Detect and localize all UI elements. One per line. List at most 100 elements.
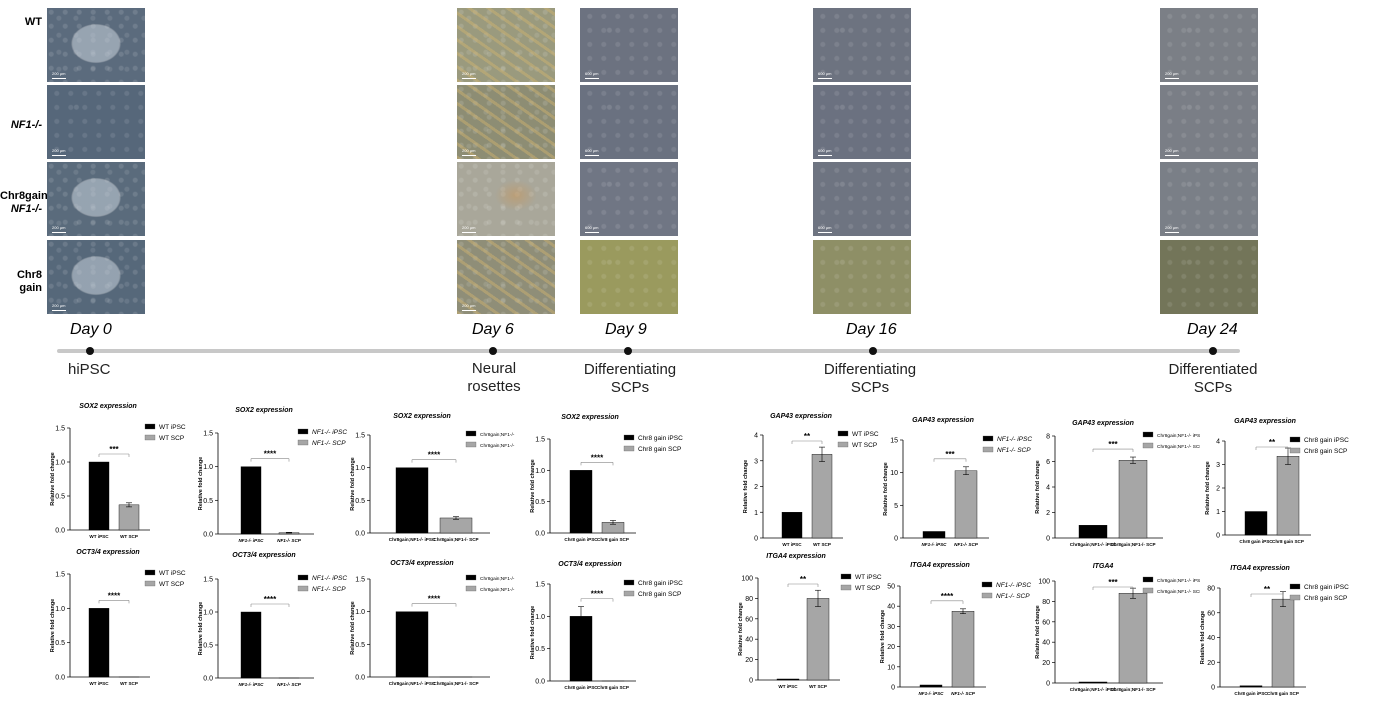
chart-title: ITGA4 expression	[766, 553, 826, 560]
y-tick-label: 0.5	[203, 643, 213, 650]
x-tick-label: Chr8 gain SCP	[597, 537, 629, 542]
scale-bar	[585, 232, 599, 233]
x-tick-label: WT iPSC	[89, 681, 109, 686]
significance-label: **	[1269, 438, 1276, 447]
y-tick-label: 40	[745, 637, 753, 644]
bar-ipsc	[923, 531, 945, 538]
y-axis-label: Relative fold change	[883, 462, 889, 516]
y-tick-label: 0.5	[535, 646, 545, 653]
day-label-9: Day 9	[605, 321, 647, 339]
legend-swatch	[145, 570, 155, 575]
significance-label: ****	[428, 595, 441, 604]
legend-entry: Chr8gain;NF1-/- SCP	[480, 443, 515, 449]
y-tick-label: 6	[1046, 459, 1050, 466]
legend-swatch	[1143, 588, 1153, 593]
y-axis-label: Relative fold change	[738, 602, 744, 656]
y-tick-label: 1.0	[355, 465, 365, 472]
y-tick-label: 5	[894, 503, 898, 510]
chart-title: ITGA4	[1093, 563, 1114, 570]
row-label-nf1: NF1-/-	[0, 119, 42, 132]
micrograph-day6-row2: 200 µm	[457, 85, 555, 159]
y-tick-label: 0.0	[355, 531, 365, 538]
timeline-dot-day0	[86, 347, 94, 355]
bar-scp	[955, 471, 977, 538]
y-tick-label: 1.5	[535, 582, 545, 589]
x-tick-label: Chr8 gain iPSC	[1239, 539, 1273, 544]
x-tick-label: Chr8gain;NF1-/- iPSC	[389, 681, 436, 686]
timeline-dot-day24	[1209, 347, 1217, 355]
y-tick-label: 0.5	[535, 499, 545, 506]
y-tick-label: 2	[1216, 486, 1220, 493]
legend-swatch	[624, 580, 634, 585]
y-tick-label: 1.5	[355, 433, 365, 440]
y-tick-label: 1.0	[203, 610, 213, 617]
scale-bar	[818, 78, 832, 79]
y-axis-label: Relative fold change	[1035, 605, 1041, 659]
legend-swatch	[1143, 443, 1153, 448]
y-tick-label: 1.5	[55, 426, 65, 433]
y-tick-label: 0.5	[203, 498, 213, 505]
y-tick-label: 1.0	[203, 464, 213, 471]
x-tick-label: NF1-/- iPSC	[238, 682, 264, 687]
y-tick-label: 60	[1207, 610, 1215, 617]
y-tick-label: 4	[754, 433, 758, 440]
bar-ipsc	[89, 462, 109, 530]
significance-label: ***	[1108, 578, 1118, 587]
micrograph-day9-row4	[580, 240, 678, 314]
x-tick-label: Chr8 gain SCP	[597, 685, 629, 690]
x-tick-label: WT SCP	[809, 684, 827, 689]
significance-label: ****	[428, 451, 441, 460]
significance-label: **	[800, 575, 807, 584]
legend-swatch	[145, 435, 155, 440]
y-tick-label: 10	[887, 664, 895, 671]
legend-swatch	[1290, 595, 1300, 600]
legend-entry: Chr8gain;NF1-/- iPSC	[480, 576, 515, 582]
significance-label: ***	[109, 445, 119, 454]
legend-entry: WT iPSC	[159, 424, 186, 431]
y-tick-label: 1.0	[355, 609, 365, 616]
legend-swatch	[841, 585, 851, 590]
x-tick-label: WT SCP	[120, 681, 138, 686]
y-tick-label: 0	[1046, 536, 1050, 543]
scale-bar	[818, 232, 832, 233]
bar-ipsc	[1240, 686, 1262, 687]
x-tick-label: Chr8 gain iPSC	[564, 685, 598, 690]
legend-swatch	[298, 429, 308, 434]
scale-bar-label: 200 µm	[1165, 225, 1178, 230]
legend-entry: Chr8gain;NF1-/- iPSC	[480, 432, 515, 438]
y-tick-label: 40	[1042, 640, 1050, 647]
micrograph-day24-row3: 200 µm	[1160, 162, 1258, 236]
x-tick-label: NF1-/- SCP	[277, 538, 302, 543]
scale-bar	[1165, 155, 1179, 156]
x-tick-label: WT SCP	[813, 542, 831, 547]
row-label-chr8gain-nf1: Chr8gain;NF1-/-	[0, 190, 42, 216]
chart-title: OCT3/4 expression	[76, 549, 139, 556]
y-tick-label: 1.5	[203, 577, 213, 584]
y-tick-label: 0.5	[355, 498, 365, 505]
x-tick-label: NF1-/- iPSC	[918, 691, 944, 696]
scale-bar-label: 200 µm	[52, 148, 65, 153]
legend-swatch	[1290, 437, 1300, 442]
bar-ipsc	[777, 679, 799, 680]
bar-scp	[1272, 599, 1294, 687]
legend-entry: Chr8gain;NF1-/- SCP	[480, 587, 515, 593]
y-axis-label: Relative fold change	[743, 460, 749, 514]
legend-entry: Chr8 gain iPSC	[638, 435, 683, 442]
y-tick-label: 80	[1042, 599, 1050, 606]
scale-bar	[462, 232, 476, 233]
day-label-24: Day 24	[1187, 321, 1238, 339]
scale-bar-label: 200 µm	[52, 225, 65, 230]
scale-bar	[52, 78, 66, 79]
